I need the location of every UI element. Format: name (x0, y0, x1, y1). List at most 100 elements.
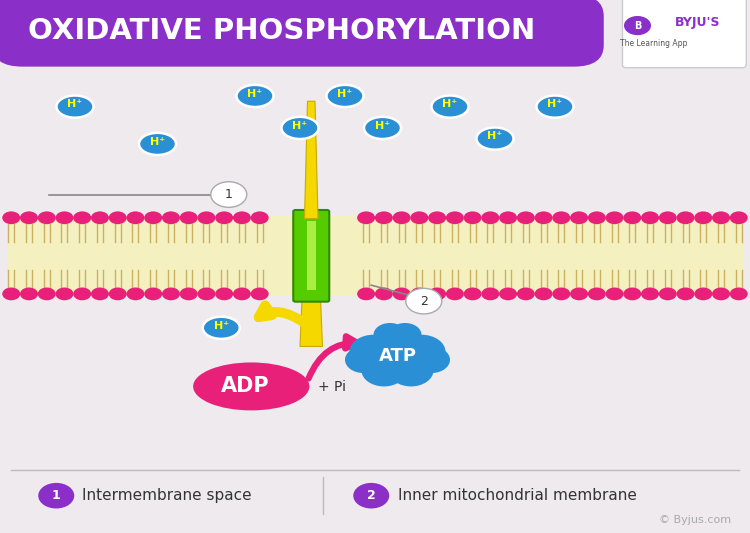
Circle shape (20, 212, 38, 224)
Circle shape (623, 212, 641, 224)
Bar (307, 221, 316, 290)
Ellipse shape (476, 127, 514, 150)
Circle shape (233, 287, 251, 300)
Circle shape (162, 212, 180, 224)
Circle shape (144, 212, 162, 224)
Text: H⁺: H⁺ (548, 100, 562, 109)
Circle shape (552, 212, 570, 224)
Bar (8, 216, 742, 296)
Ellipse shape (139, 133, 176, 155)
Circle shape (38, 483, 74, 508)
Circle shape (624, 16, 651, 35)
Circle shape (605, 287, 623, 300)
Circle shape (374, 323, 406, 346)
Circle shape (56, 287, 74, 300)
Circle shape (38, 212, 56, 224)
Circle shape (215, 212, 233, 224)
Text: H⁺: H⁺ (248, 89, 262, 99)
Text: Inner mitochondrial membrane: Inner mitochondrial membrane (398, 488, 636, 503)
Circle shape (91, 212, 109, 224)
Circle shape (623, 287, 641, 300)
Circle shape (428, 212, 446, 224)
Circle shape (517, 287, 535, 300)
FancyBboxPatch shape (293, 210, 329, 302)
Circle shape (605, 212, 623, 224)
Circle shape (730, 287, 748, 300)
Text: ATP: ATP (379, 347, 416, 365)
Circle shape (74, 287, 92, 300)
Circle shape (694, 212, 712, 224)
Circle shape (406, 288, 442, 314)
Circle shape (144, 287, 162, 300)
Circle shape (517, 212, 535, 224)
Text: 2: 2 (367, 489, 376, 502)
Text: H⁺: H⁺ (68, 100, 82, 109)
Ellipse shape (326, 85, 364, 107)
Text: Intermembrane space: Intermembrane space (82, 488, 252, 503)
Text: H⁺: H⁺ (338, 89, 352, 99)
Text: OXIDATIVE PHOSPHORYLATION: OXIDATIVE PHOSPHORYLATION (28, 17, 535, 45)
Circle shape (127, 212, 145, 224)
Circle shape (388, 323, 422, 346)
Circle shape (641, 212, 659, 224)
Circle shape (398, 335, 445, 369)
Circle shape (552, 287, 570, 300)
Circle shape (180, 287, 198, 300)
Text: 1: 1 (225, 188, 232, 201)
Text: B: B (634, 21, 641, 30)
FancyBboxPatch shape (622, 0, 746, 68)
Text: H⁺: H⁺ (375, 121, 390, 131)
Text: H⁺: H⁺ (150, 137, 165, 147)
Ellipse shape (364, 117, 401, 139)
Circle shape (353, 483, 389, 508)
Circle shape (109, 287, 127, 300)
Circle shape (464, 287, 482, 300)
Circle shape (392, 287, 410, 300)
Circle shape (211, 182, 247, 207)
Circle shape (375, 287, 393, 300)
Circle shape (570, 287, 588, 300)
Circle shape (366, 335, 429, 379)
Circle shape (180, 212, 198, 224)
Circle shape (162, 287, 180, 300)
Text: 1: 1 (52, 489, 61, 502)
Circle shape (712, 212, 730, 224)
Text: BYJU'S: BYJU'S (675, 16, 721, 29)
Circle shape (712, 287, 730, 300)
Circle shape (127, 287, 145, 300)
Text: H⁺: H⁺ (442, 100, 458, 109)
Text: H⁺: H⁺ (214, 321, 229, 330)
Circle shape (388, 354, 433, 386)
Text: H⁺: H⁺ (488, 132, 502, 141)
Circle shape (570, 212, 588, 224)
Circle shape (197, 287, 215, 300)
Circle shape (499, 212, 517, 224)
Circle shape (251, 287, 268, 300)
Circle shape (588, 212, 606, 224)
Circle shape (535, 287, 553, 300)
Circle shape (482, 287, 500, 300)
Circle shape (535, 212, 553, 224)
Circle shape (362, 354, 407, 386)
Circle shape (91, 287, 109, 300)
Ellipse shape (56, 95, 94, 118)
Polygon shape (304, 101, 318, 219)
Circle shape (730, 212, 748, 224)
Circle shape (233, 212, 251, 224)
Circle shape (357, 212, 375, 224)
Circle shape (2, 212, 20, 224)
Circle shape (428, 287, 446, 300)
Circle shape (345, 346, 382, 373)
Circle shape (215, 287, 233, 300)
Text: © Byjus.com: © Byjus.com (659, 515, 731, 524)
Circle shape (392, 212, 410, 224)
Text: ADP: ADP (221, 376, 269, 397)
Circle shape (446, 212, 464, 224)
Polygon shape (300, 293, 322, 346)
FancyBboxPatch shape (0, 0, 604, 67)
Circle shape (375, 212, 393, 224)
Circle shape (446, 287, 464, 300)
Circle shape (410, 212, 428, 224)
Circle shape (376, 326, 419, 356)
Circle shape (20, 287, 38, 300)
